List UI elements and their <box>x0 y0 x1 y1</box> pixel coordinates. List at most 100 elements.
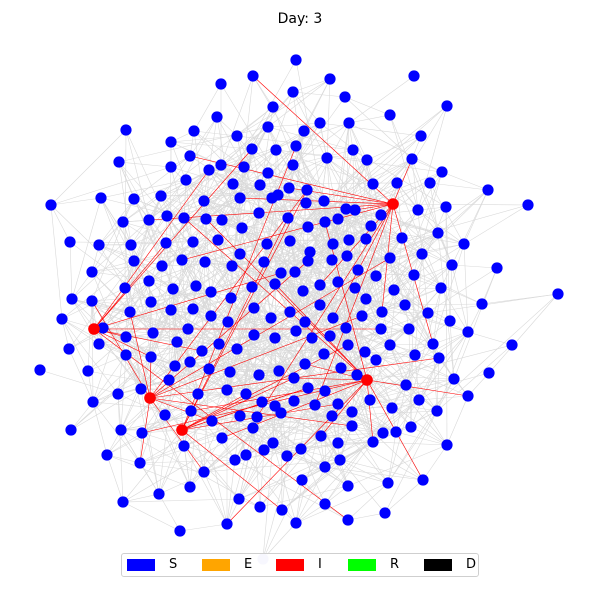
edge <box>232 183 289 219</box>
edge <box>149 397 241 417</box>
edge <box>392 203 442 289</box>
edge <box>294 257 391 273</box>
legend-swatch-e <box>202 559 230 571</box>
edge <box>287 217 339 220</box>
edge <box>193 130 238 137</box>
edge <box>326 157 429 314</box>
edge <box>125 261 265 338</box>
node-susceptible <box>424 177 436 189</box>
edge <box>302 243 334 292</box>
edge <box>69 241 167 244</box>
legend-swatch-i <box>276 559 304 571</box>
edge <box>280 412 283 511</box>
node-susceptible <box>112 388 124 400</box>
edge <box>329 287 356 337</box>
edge <box>436 357 440 412</box>
node-susceptible <box>390 426 402 438</box>
edge <box>189 393 199 488</box>
edge <box>323 353 326 392</box>
edge <box>393 253 423 291</box>
edge <box>347 444 448 487</box>
edge <box>347 512 386 521</box>
node-susceptible <box>482 184 494 196</box>
edge <box>418 378 455 401</box>
edge <box>387 410 438 484</box>
node-susceptible <box>343 117 355 129</box>
edge <box>238 405 276 500</box>
edge <box>133 149 277 200</box>
node-susceptible <box>339 91 351 103</box>
node-susceptible <box>441 439 453 451</box>
edge <box>346 255 391 259</box>
edge <box>347 482 389 521</box>
edge <box>387 378 455 484</box>
edge <box>320 435 386 514</box>
node-susceptible <box>113 156 125 168</box>
edge <box>295 479 303 524</box>
edge <box>98 244 163 267</box>
edge <box>324 379 368 468</box>
node-susceptible <box>246 281 258 293</box>
node-susceptible <box>462 326 474 338</box>
edge <box>381 287 442 313</box>
edge <box>93 280 150 330</box>
edge <box>295 327 347 332</box>
edge <box>453 267 498 380</box>
edge <box>319 284 367 300</box>
edge <box>436 378 455 412</box>
node-susceptible <box>340 203 352 215</box>
edge <box>332 243 363 317</box>
node-susceptible <box>65 424 77 436</box>
node-susceptible <box>95 192 107 204</box>
node-susceptible <box>125 239 137 251</box>
edge <box>189 116 218 157</box>
edge <box>259 164 294 186</box>
edge <box>68 215 168 350</box>
edge <box>365 203 394 240</box>
node-susceptible <box>185 405 197 417</box>
edge <box>91 300 220 345</box>
edge <box>411 158 419 211</box>
edge <box>253 334 353 427</box>
edge <box>181 429 191 488</box>
infected-edge <box>93 328 349 521</box>
infected-edge <box>129 311 151 399</box>
node-susceptible <box>283 182 295 194</box>
infected-edge <box>181 429 283 511</box>
node-susceptible <box>227 178 239 190</box>
edge <box>160 194 279 197</box>
edge <box>68 348 94 403</box>
edge <box>252 425 353 429</box>
edge <box>220 83 309 228</box>
edge <box>287 208 347 219</box>
edge <box>220 164 261 186</box>
node-susceptible <box>216 214 228 226</box>
edge <box>91 271 154 334</box>
node-susceptible <box>431 405 443 417</box>
node-susceptible <box>275 407 287 419</box>
edge <box>181 427 254 431</box>
edge <box>324 221 465 245</box>
edge <box>427 293 559 314</box>
node-susceptible <box>262 167 274 179</box>
edge <box>387 431 397 484</box>
edge <box>331 257 391 261</box>
edge <box>100 179 187 199</box>
node-susceptible <box>302 255 314 267</box>
edge <box>150 291 212 303</box>
edge <box>272 435 322 444</box>
node-susceptible <box>375 323 387 335</box>
edge <box>295 482 389 524</box>
node-susceptible <box>282 212 294 224</box>
edge <box>337 411 353 444</box>
node-susceptible <box>234 192 246 204</box>
edge <box>122 498 240 503</box>
edge <box>382 399 420 434</box>
node-susceptible <box>128 193 140 205</box>
edge <box>410 357 440 428</box>
edge <box>348 237 403 241</box>
edge <box>365 189 489 300</box>
node-susceptible <box>163 374 175 386</box>
edge <box>71 298 104 329</box>
edge <box>280 412 333 417</box>
